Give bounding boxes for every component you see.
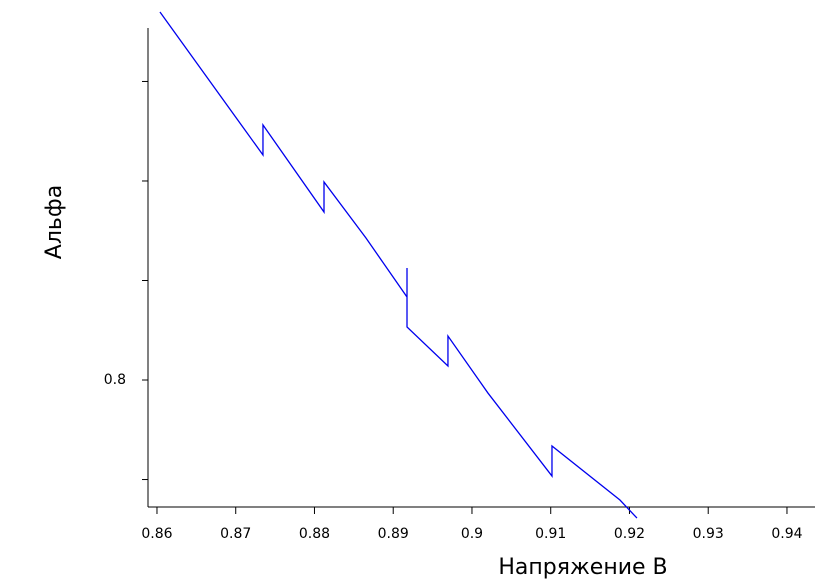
x-tick-label: 0.89 [378, 526, 409, 542]
y-axis-label: Альфа [42, 185, 67, 259]
x-tick-label: 0.9 [461, 526, 483, 542]
data-line [159, 11, 638, 519]
x-tick-label: 0.92 [614, 526, 645, 542]
x-tick-label: 0.86 [141, 526, 172, 542]
x-axis-label: Напряжение В [498, 555, 667, 580]
x-tick-label: 0.91 [535, 526, 566, 542]
x-tick-label: 0.93 [693, 526, 724, 542]
y-tick-label: 0.8 [104, 372, 126, 388]
x-tick-label: 0.88 [299, 526, 330, 542]
x-tick-label: 0.87 [220, 526, 251, 542]
x-tick-label: 0.94 [771, 526, 802, 542]
